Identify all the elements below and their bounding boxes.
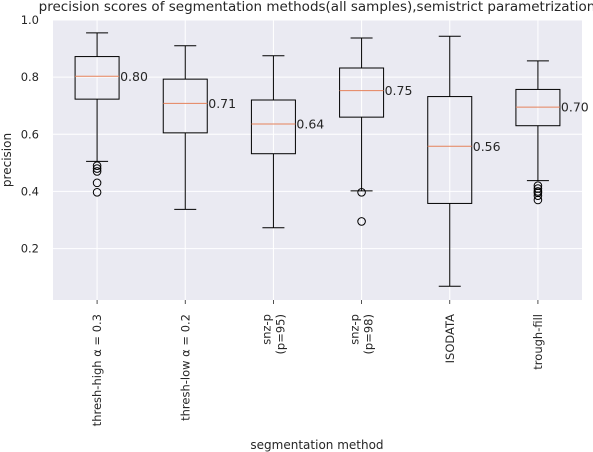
x-tick-label: snz-p — [348, 314, 362, 345]
median-label: 0.71 — [208, 96, 236, 111]
y-tick-label: 1.0 — [21, 13, 39, 27]
median-label: 0.75 — [385, 83, 413, 98]
x-axis-label: segmentation method — [250, 438, 383, 452]
x-tick-label: ISODATA — [443, 314, 457, 364]
box-group: 0.80 — [74, 32, 148, 197]
outlier-point — [533, 195, 543, 205]
outlier-point — [357, 217, 366, 226]
box-group: 0.71 — [162, 45, 236, 210]
box-group: 0.75 — [339, 37, 413, 226]
y-axis-label: precision — [0, 133, 14, 187]
outlier-point — [92, 161, 102, 171]
box-iqr — [427, 96, 473, 204]
box-iqr — [250, 99, 296, 155]
x-tick-label: (p=98) — [362, 314, 376, 355]
y-tick-labels: 0.2 0.4 0.6 0.8 1.0 — [21, 13, 39, 256]
y-tick-label: 0.2 — [21, 242, 39, 256]
outlier-point — [357, 187, 366, 197]
outlier-point — [92, 164, 102, 173]
boxes: 0.80 0.71 0.64 0.75 0.56 0.70 — [74, 32, 589, 287]
median-label: 0.70 — [561, 100, 589, 115]
y-tick-label: 0.8 — [21, 70, 39, 84]
plot-area — [53, 20, 582, 300]
box-iqr — [339, 67, 385, 118]
y-tick-label: 0.6 — [21, 127, 39, 141]
box-iqr — [74, 56, 120, 100]
outlier-point — [92, 187, 102, 197]
x-tick-label: thresh-high α = 0.3 — [90, 314, 104, 426]
outlier-point — [533, 191, 543, 201]
box-iqr — [162, 78, 208, 134]
chart-title: precision scores of segmentation methods… — [39, 0, 593, 15]
box-group: 0.70 — [515, 60, 589, 205]
median-label: 0.80 — [120, 69, 148, 84]
x-tick-label: snz-p — [259, 314, 273, 345]
outlier-point — [92, 178, 102, 188]
x-tick-label: (p=95) — [273, 314, 287, 355]
x-tick-label: thresh-low α = 0.2 — [178, 314, 192, 421]
box-group: 0.56 — [427, 35, 501, 287]
outlier-point — [92, 167, 102, 176]
median-label: 0.64 — [296, 117, 324, 132]
x-tick-label: trough-fill — [531, 314, 545, 370]
y-tick-label: 0.4 — [21, 184, 39, 198]
median-label: 0.56 — [473, 139, 501, 154]
x-tick-labels: thresh-high α = 0.3 thresh-low α = 0.2 snz… — [90, 300, 545, 426]
box-group: 0.64 — [250, 55, 324, 229]
